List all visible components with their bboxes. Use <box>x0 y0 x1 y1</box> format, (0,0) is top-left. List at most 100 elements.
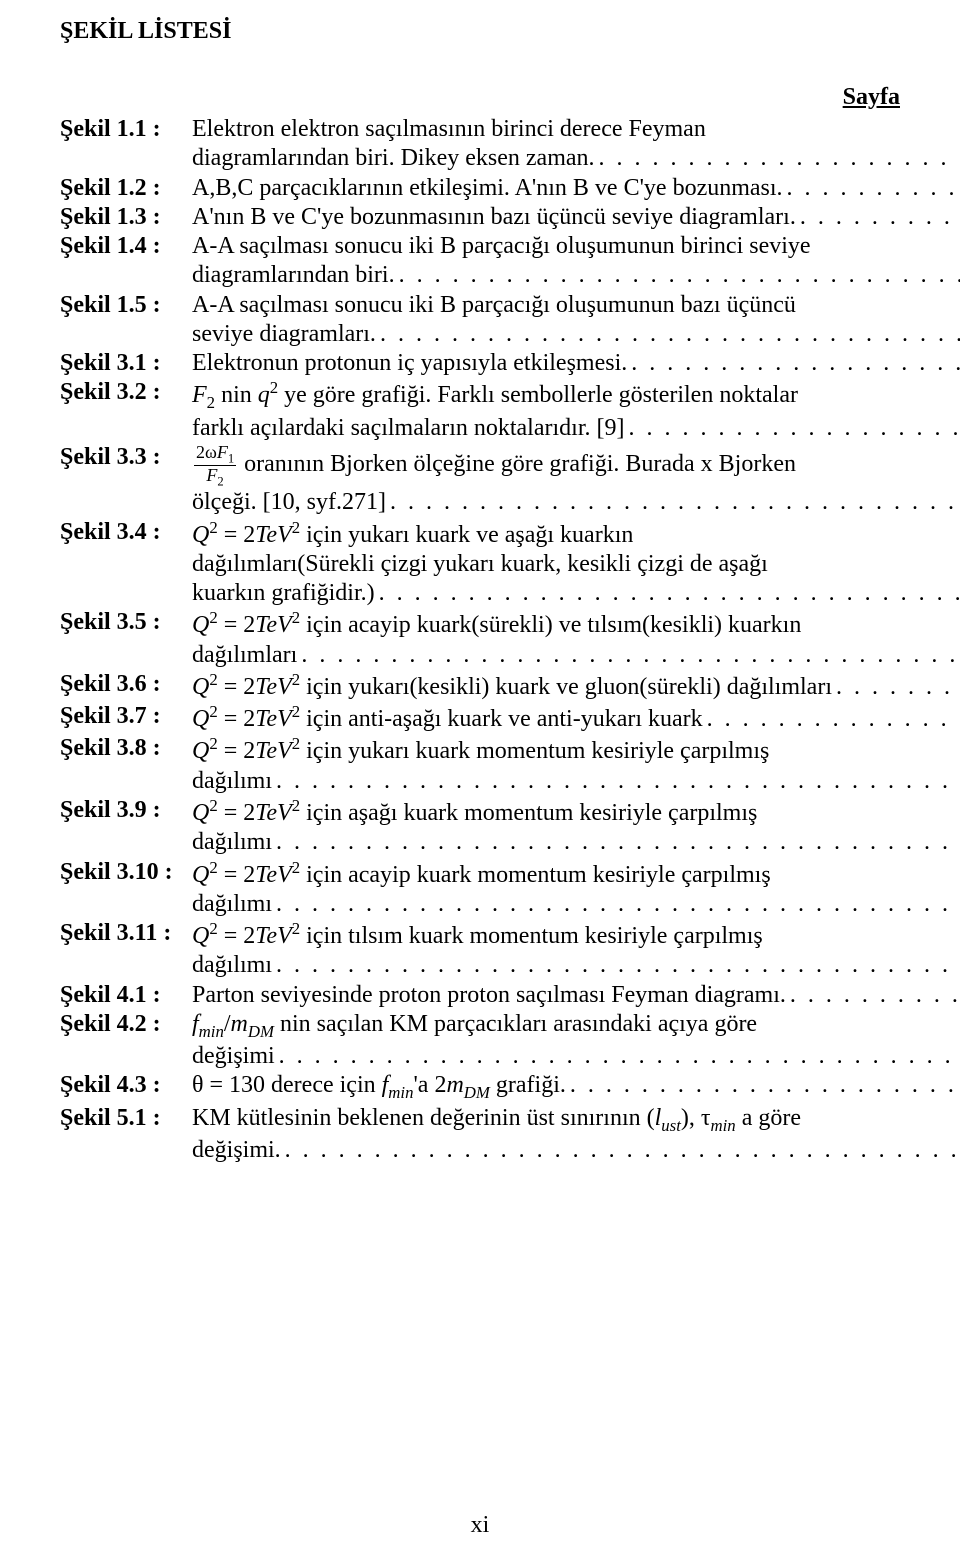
page-number-roman: xi <box>0 1512 960 1539</box>
figure-description: A'nın B ve C'ye bozunmasının bazı üçüncü… <box>192 203 960 232</box>
figure-description-text: Q2 = 2TeV2 için anti-aşağı kuark ve anti… <box>192 702 703 734</box>
figure-entry: Şekil 1.2 :A,B,C parçacıklarının etkileş… <box>60 174 900 203</box>
figure-description: Q2 = 2TeV2 için aşağı kuark momentum kes… <box>192 796 960 858</box>
figure-description: Q2 = 2TeV2 için acayip kuark(sürekli) ve… <box>192 608 960 670</box>
figure-entry: Şekil 4.1 :Parton seviyesinde proton pro… <box>60 981 900 1010</box>
figure-description-text: dağılımı <box>192 828 272 857</box>
figure-description-line: F2 nin q2 ye göre grafiği. Farklı sembol… <box>192 378 960 413</box>
dot-leaders: . . . . . . . . . . . . . . . . . . . . … <box>783 174 960 203</box>
figure-label: Şekil 4.2 : <box>60 1010 192 1072</box>
figure-description: F2 nin q2 ye göre grafiği. Farklı sembol… <box>192 378 960 443</box>
figure-entry: Şekil 3.4 :Q2 = 2TeV2 için yukarı kuark … <box>60 518 900 609</box>
figure-entry: Şekil 1.4 :A-A saçılması sonucu iki B pa… <box>60 232 900 291</box>
figure-label: Şekil 3.7 : <box>60 702 192 734</box>
figure-entry: Şekil 1.3 :A'nın B ve C'ye bozunmasının … <box>60 203 900 232</box>
figure-description-last-line: dağılımları . . . . . . . . . . . . . . … <box>192 641 960 670</box>
figure-label: Şekil 3.8 : <box>60 734 192 796</box>
figure-entry: Şekil 3.11 :Q2 = 2TeV2 için tılsım kuark… <box>60 919 900 981</box>
figure-label: Şekil 3.6 : <box>60 670 192 702</box>
figure-description-last-line: değişimi . . . . . . . . . . . . . . . .… <box>192 1042 960 1071</box>
figure-description-last-line: A,B,C parçacıklarının etkileşimi. A'nın … <box>192 174 960 203</box>
figure-description-last-line: diagramlarından biri. Dikey eksen zaman.… <box>192 144 960 173</box>
figure-label: Şekil 3.5 : <box>60 608 192 670</box>
figure-entry: Şekil 5.1 :KM kütlesinin beklenen değeri… <box>60 1104 900 1166</box>
figure-list: Şekil 1.1 :Elektron elektron saçılmasını… <box>60 115 900 1165</box>
figure-description-line: 2ωF1F2 oranının Bjorken ölçeğine göre gr… <box>192 443 960 488</box>
dot-leaders: . . . . . . . . . . . . . . . . . . . . … <box>566 1071 960 1100</box>
figure-description: Q2 = 2TeV2 için tılsım kuark momentum ke… <box>192 919 960 981</box>
dot-leaders: . . . . . . . . . . . . . . . . . . . . … <box>595 144 960 173</box>
figure-description-last-line: dağılımı . . . . . . . . . . . . . . . .… <box>192 951 960 980</box>
figure-entry: Şekil 3.6 :Q2 = 2TeV2 için yukarı(kesikl… <box>60 670 900 702</box>
dot-leaders: . . . . . . . . . . . . . . . . . . . . … <box>624 414 960 443</box>
dot-leaders: . . . . . . . . . . . . . . . . . . . . … <box>272 828 960 857</box>
figure-description-text: ölçeği. [10, syf.271] <box>192 488 386 517</box>
figure-label: Şekil 1.4 : <box>60 232 192 291</box>
figure-description-last-line: dağılımı . . . . . . . . . . . . . . . .… <box>192 890 960 919</box>
figure-label: Şekil 1.5 : <box>60 291 192 350</box>
figure-description: A-A saçılması sonucu iki B parçacığı olu… <box>192 232 960 291</box>
figure-label: Şekil 1.3 : <box>60 203 192 232</box>
figure-description-text: seviye diagramları. <box>192 320 376 349</box>
figure-description-last-line: θ = 130 derece için fmin'a 2mDM grafiği.… <box>192 1071 960 1103</box>
dot-leaders: . . . . . . . . . . . . . . . . . . . . … <box>786 981 960 1010</box>
dot-leaders: . . . . . . . . . . . . . . . . . . . . … <box>375 579 960 608</box>
figure-description-last-line: seviye diagramları. . . . . . . . . . . … <box>192 320 960 349</box>
figure-description: Q2 = 2TeV2 için acayip kuark momentum ke… <box>192 858 960 920</box>
figure-description: Parton seviyesinde proton proton saçılma… <box>192 981 960 1010</box>
figure-label: Şekil 1.2 : <box>60 174 192 203</box>
figure-description-last-line: dağılımı . . . . . . . . . . . . . . . .… <box>192 767 960 796</box>
dot-leaders: . . . . . . . . . . . . . . . . . . . . … <box>272 767 960 796</box>
figure-description-last-line: Parton seviyesinde proton proton saçılma… <box>192 981 960 1010</box>
dot-leaders: . . . . . . . . . . . . . . . . . . . . … <box>281 1136 960 1165</box>
figure-description: Elektron elektron saçılmasının birinci d… <box>192 115 960 174</box>
figure-description-line: fmin/mDM nin saçılan KM parçacıkları ara… <box>192 1010 960 1042</box>
figure-description-line: dağılımları(Sürekli çizgi yukarı kuark, … <box>192 550 960 579</box>
dot-leaders: . . . . . . . . . . . . . . . . . . . . … <box>832 673 960 702</box>
figure-description-text: dağılımı <box>192 890 272 919</box>
list-of-figures-title: ŞEKİL LİSTESİ <box>60 18 900 45</box>
dot-leaders: . . . . . . . . . . . . . . . . . . . . … <box>627 349 960 378</box>
figure-description: Q2 = 2TeV2 için anti-aşağı kuark ve anti… <box>192 702 960 734</box>
figure-description-last-line: diagramlarından biri. . . . . . . . . . … <box>192 261 960 290</box>
figure-description: Q2 = 2TeV2 için yukarı kuark ve aşağı ku… <box>192 518 960 609</box>
figure-entry: Şekil 3.10 :Q2 = 2TeV2 için acayip kuark… <box>60 858 900 920</box>
dot-leaders: . . . . . . . . . . . . . . . . . . . . … <box>386 488 960 517</box>
figure-description-text: θ = 130 derece için fmin'a 2mDM grafiği. <box>192 1071 566 1103</box>
figure-label: Şekil 4.3 : <box>60 1071 192 1103</box>
figure-description-text: Elektronun protonun iç yapısıyla etkileş… <box>192 349 627 378</box>
figure-entry: Şekil 1.1 :Elektron elektron saçılmasını… <box>60 115 900 174</box>
figure-entry: Şekil 1.5 :A-A saçılması sonucu iki B pa… <box>60 291 900 350</box>
dot-leaders: . . . . . . . . . . . . . . . . . . . . … <box>272 890 960 919</box>
figure-entry: Şekil 4.2 :fmin/mDM nin saçılan KM parça… <box>60 1010 900 1072</box>
figure-description-text: A,B,C parçacıklarının etkileşimi. A'nın … <box>192 174 783 203</box>
figure-description-line: Q2 = 2TeV2 için acayip kuark momentum ke… <box>192 858 960 890</box>
dot-leaders: . . . . . . . . . . . . . . . . . . . . … <box>275 1042 960 1071</box>
figure-entry: Şekil 3.5 :Q2 = 2TeV2 için acayip kuark(… <box>60 608 900 670</box>
figure-description: Q2 = 2TeV2 için yukarı kuark momentum ke… <box>192 734 960 796</box>
figure-description-line: A-A saçılması sonucu iki B parçacığı olu… <box>192 232 960 261</box>
figure-description: Elektronun protonun iç yapısıyla etkileş… <box>192 349 960 378</box>
figure-description-text: değişimi. <box>192 1136 281 1165</box>
figure-description-text: Parton seviyesinde proton proton saçılma… <box>192 981 786 1010</box>
figure-description-text: diagramlarından biri. Dikey eksen zaman. <box>192 144 595 173</box>
figure-label: Şekil 1.1 : <box>60 115 192 174</box>
figure-label: Şekil 3.2 : <box>60 378 192 443</box>
figure-description-line: Q2 = 2TeV2 için yukarı kuark ve aşağı ku… <box>192 518 960 550</box>
figure-description-line: A-A saçılması sonucu iki B parçacığı olu… <box>192 291 960 320</box>
figure-description-line: Q2 = 2TeV2 için tılsım kuark momentum ke… <box>192 919 960 951</box>
figure-description-text: dağılımı <box>192 951 272 980</box>
figure-entry: Şekil 4.3 :θ = 130 derece için fmin'a 2m… <box>60 1071 900 1103</box>
figure-description-last-line: Q2 = 2TeV2 için anti-aşağı kuark ve anti… <box>192 702 960 734</box>
figure-description: θ = 130 derece için fmin'a 2mDM grafiği.… <box>192 1071 960 1103</box>
figure-description-last-line: değişimi. . . . . . . . . . . . . . . . … <box>192 1136 960 1165</box>
figure-label: Şekil 3.3 : <box>60 443 192 518</box>
figure-description-last-line: ölçeği. [10, syf.271] . . . . . . . . . … <box>192 488 960 517</box>
figure-description-text: A'nın B ve C'ye bozunmasının bazı üçüncü… <box>192 203 796 232</box>
figure-description-last-line: Elektronun protonun iç yapısıyla etkileş… <box>192 349 960 378</box>
dot-leaders: . . . . . . . . . . . . . . . . . . . . … <box>297 641 960 670</box>
figure-entry: Şekil 3.9 :Q2 = 2TeV2 için aşağı kuark m… <box>60 796 900 858</box>
figure-description-last-line: A'nın B ve C'ye bozunmasının bazı üçüncü… <box>192 203 960 232</box>
figure-description-last-line: Q2 = 2TeV2 için yukarı(kesikli) kuark ve… <box>192 670 960 702</box>
figure-label: Şekil 4.1 : <box>60 981 192 1010</box>
